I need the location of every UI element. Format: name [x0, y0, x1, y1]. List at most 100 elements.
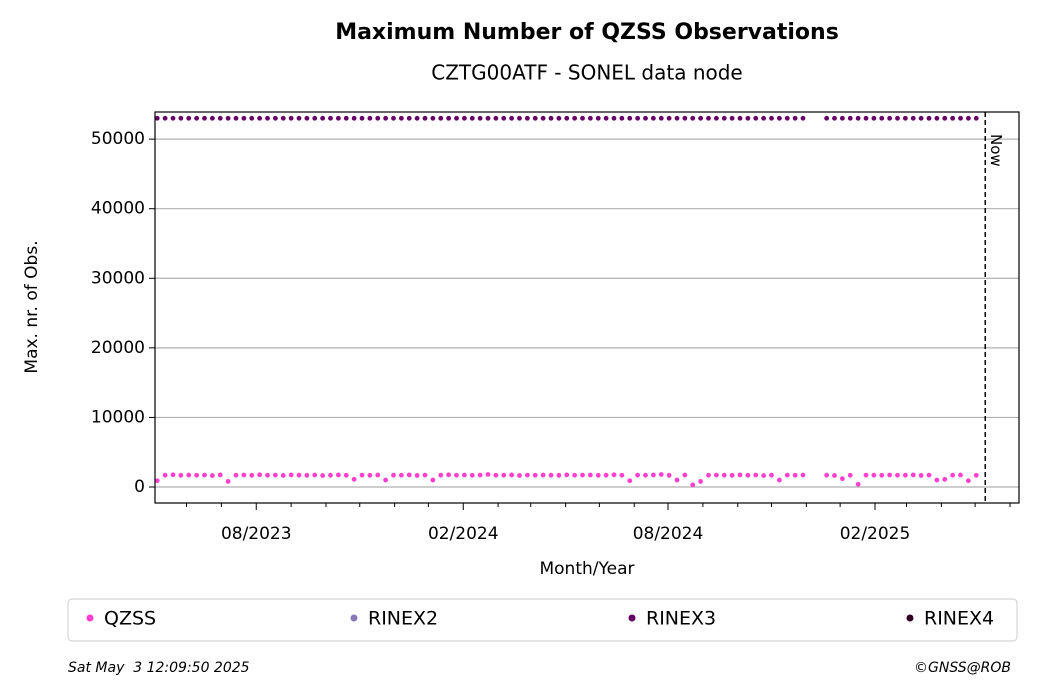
data-point [343, 115, 349, 121]
data-point [871, 115, 877, 121]
legend-marker [906, 614, 914, 622]
data-point [745, 115, 751, 121]
data-point [879, 472, 885, 478]
data-point [824, 472, 830, 478]
data-point [635, 115, 641, 121]
data-point [910, 472, 916, 478]
data-point [493, 472, 499, 478]
data-point [155, 478, 160, 484]
data-point [272, 472, 278, 478]
data-point [509, 472, 515, 478]
data-point [721, 472, 727, 478]
data-point [225, 479, 231, 484]
data-point [942, 115, 948, 121]
data-point [572, 115, 578, 121]
data-point [587, 472, 593, 478]
data-point [375, 115, 381, 121]
y-tick-label: 0 [134, 477, 145, 497]
data-point [178, 115, 184, 121]
data-point [241, 472, 247, 478]
data-point [328, 472, 333, 478]
data-point [170, 472, 176, 478]
data-point [162, 472, 168, 478]
x-tick-label: 02/2024 [428, 524, 499, 544]
data-point [272, 115, 278, 121]
data-point [509, 115, 515, 121]
data-point [902, 472, 908, 478]
data-point [548, 472, 554, 478]
data-point [359, 115, 365, 121]
legend-label: RINEX2 [368, 608, 438, 630]
data-point [643, 115, 648, 121]
data-point [265, 115, 270, 121]
data-point [572, 472, 578, 478]
data-point [304, 115, 310, 121]
data-point [241, 115, 247, 121]
data-point [391, 472, 396, 478]
data-point [690, 115, 696, 121]
data-point [611, 472, 617, 478]
data-point [320, 473, 326, 478]
data-point [650, 115, 656, 121]
data-point [580, 472, 585, 478]
data-point [430, 115, 436, 121]
data-point [627, 115, 633, 121]
data-point [249, 472, 255, 478]
data-point [965, 115, 971, 121]
data-point [469, 472, 475, 478]
data-point [800, 115, 806, 121]
data-point [666, 472, 672, 478]
data-point [288, 115, 294, 121]
data-point [792, 115, 798, 121]
data-point [713, 115, 719, 121]
data-point [674, 477, 680, 483]
data-point [422, 472, 428, 478]
data-point [501, 472, 507, 478]
data-point [383, 115, 389, 121]
data-point [485, 472, 491, 477]
data-point [359, 472, 365, 478]
data-point [233, 472, 239, 478]
data-point [839, 115, 845, 121]
data-point [217, 472, 223, 478]
data-point [776, 477, 782, 483]
data-point [209, 115, 215, 121]
data-point [958, 472, 963, 478]
data-point [635, 472, 641, 478]
data-point [454, 472, 459, 478]
data-point [926, 115, 932, 121]
data-point [950, 472, 956, 478]
data-point [280, 473, 286, 478]
data-point [524, 115, 530, 121]
y-tick-label: 10000 [91, 407, 145, 427]
data-point [847, 472, 853, 478]
data-point [902, 115, 908, 121]
data-point [335, 115, 341, 121]
chart-subtitle: CZTG00ATF - SONEL data node [431, 61, 742, 85]
data-point [658, 115, 664, 121]
data-point [965, 478, 971, 484]
data-point [367, 115, 373, 121]
footer-date: Sat May 3 12:09:50 2025 [68, 660, 250, 676]
data-point [871, 472, 877, 478]
data-point [706, 115, 711, 121]
data-point [335, 472, 341, 478]
data-point [587, 115, 593, 121]
data-point [839, 476, 845, 482]
data-point [296, 115, 302, 121]
data-point [784, 115, 790, 121]
legend-marker [350, 614, 358, 622]
data-point [619, 472, 625, 478]
data-point [745, 472, 751, 478]
data-point [564, 472, 570, 478]
data-point [469, 115, 475, 121]
data-point [918, 115, 924, 121]
legend-label: RINEX4 [924, 608, 994, 630]
x-tick-label: 08/2024 [633, 524, 704, 544]
data-point [170, 115, 176, 121]
data-point [595, 472, 601, 478]
data-point [257, 115, 263, 121]
data-point [367, 472, 373, 478]
y-tick-label: 40000 [91, 199, 145, 219]
data-point [461, 115, 467, 121]
